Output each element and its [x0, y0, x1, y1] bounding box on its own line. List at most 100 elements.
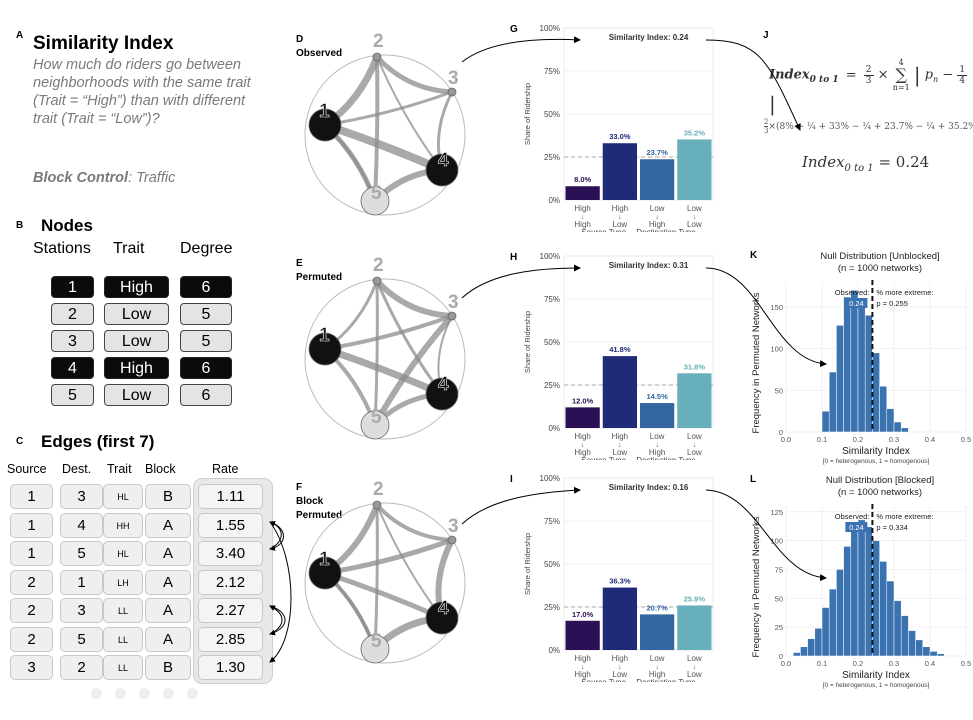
x-tick-label: 0.5 [961, 435, 971, 444]
similarity-annotation: Similarity Index: 0.16 [609, 483, 689, 492]
network-node [447, 311, 457, 321]
col-degree: Degree [180, 240, 233, 257]
network-edge [322, 570, 445, 621]
bar-value-label: 33.0% [609, 132, 631, 141]
x-tick-label: 0.3 [889, 435, 899, 444]
pager-dot[interactable] [187, 688, 198, 699]
network-edge [321, 121, 446, 174]
p-value: p = 0.255 [876, 299, 908, 308]
edge-block-cell: A [145, 541, 191, 566]
chart-panel-letter: I [510, 474, 513, 485]
formula-minus: − [942, 67, 954, 83]
sum-top: 4 [898, 58, 904, 67]
y-tick-label: 50% [544, 560, 560, 569]
panel-a-letter: A [16, 30, 24, 41]
network-edge [373, 279, 379, 427]
network-node-label: 3 [448, 68, 459, 89]
node-degree-cell: 6 [180, 276, 232, 298]
network-letter: D [296, 34, 304, 45]
x-axis-note: [0 = heterogenous, 1 = homogenous] [823, 682, 930, 689]
x-tick-label: 0.0 [781, 435, 791, 444]
panel-c-title: Edges (first 7) [41, 432, 155, 451]
chart-panel-letter: H [510, 252, 517, 263]
pager-dot[interactable] [139, 688, 150, 699]
pager-dot[interactable] [163, 688, 174, 699]
bar-value-label: 8.0% [574, 175, 591, 184]
observed-label: Observed: [835, 288, 870, 297]
network-title: Observed [296, 48, 343, 59]
x-tick-label: High [574, 448, 590, 457]
x-tick-label: 0.0 [781, 659, 791, 668]
x-tick-arrow: ↓ [581, 664, 585, 671]
network-node [372, 500, 382, 510]
bar [677, 373, 712, 428]
histogram-bar [872, 352, 880, 433]
x-axis-note: [0 = heterogenous, 1 = homogenous] [823, 458, 930, 465]
edge-rate-cell: 2.12 [198, 569, 263, 595]
y-tick-label: 100% [540, 24, 560, 33]
network-graph: 1 2 3 4 5 [304, 31, 466, 216]
network-node [360, 634, 390, 664]
extreme-label: % more extreme: [876, 512, 933, 521]
y-tick-label: 25% [544, 381, 560, 390]
y-tick-label: 0 [779, 652, 783, 661]
edge-dest-cell: 3 [60, 484, 103, 509]
x-tick-label: 0.4 [925, 435, 935, 444]
abs-close: | [769, 92, 776, 116]
histogram-bar [800, 646, 808, 657]
histogram-bar [864, 526, 873, 657]
x-tick-label: Low [687, 448, 702, 457]
x-tick-label: 0.3 [889, 659, 899, 668]
result-lhs: Index [802, 153, 845, 171]
network-graph: 1 2 3 4 5 [304, 255, 466, 440]
pager-dot[interactable] [115, 688, 126, 699]
histogram-bar [900, 427, 909, 433]
node-trait-cell: High [104, 276, 169, 298]
bar [639, 403, 675, 428]
network-node-label: 4 [438, 150, 449, 171]
node-station-cell: 3 [51, 330, 94, 352]
edge-dest-cell: 1 [60, 569, 103, 595]
bar [602, 356, 638, 428]
y-tick-label: 100 [770, 537, 783, 546]
x-tick-label: High [612, 654, 628, 663]
edge-block-cell: B [145, 655, 191, 680]
bar [565, 620, 600, 650]
edge-rate-cell: 2.27 [198, 598, 263, 623]
y-tick-label: 125 [770, 508, 783, 517]
x-tick-arrow: ↓ [618, 442, 622, 449]
network-node [372, 276, 382, 286]
edge-col-source: Source [7, 462, 47, 476]
edge-rate-cell: 1.11 [198, 484, 263, 509]
ridership-bar-chart: I0%25%50%75%100%17.0%High↓High36.3%High↓… [510, 474, 714, 682]
network-node [372, 52, 382, 62]
histogram-bar [836, 569, 844, 657]
chart-panel-letter: K [750, 250, 758, 261]
histogram-bar [821, 607, 830, 657]
edge-block-cell: B [145, 484, 191, 509]
x-tick-arrow: ↓ [581, 214, 585, 221]
network-ring [304, 54, 466, 216]
y-axis-label: Share of Ridership [523, 83, 532, 145]
node-trait-cell: Low [104, 303, 169, 325]
x-tick-label: Low [687, 432, 702, 441]
edge-source-cell: 3 [10, 655, 53, 680]
frac-den: 3 [863, 74, 874, 86]
x-tick-arrow: ↓ [581, 442, 585, 449]
bar-value-label: 25.9% [684, 594, 706, 603]
pager-dot[interactable] [91, 688, 102, 699]
x-tick-label: Low [613, 670, 628, 679]
formula-lhs-sub: 0 to 1 [809, 75, 839, 86]
histogram-bar [843, 296, 852, 433]
node-trait-cell: High [104, 357, 169, 379]
histogram-bar [922, 646, 931, 657]
bar-value-label: 36.3% [609, 577, 631, 586]
x-axis-label: Source Type →Destination Type [581, 678, 696, 682]
edge-dest-cell: 5 [60, 626, 103, 652]
block-control-value: : Traffic [128, 170, 176, 186]
x-tick-label: Low [687, 670, 702, 679]
histogram-title: Null Distribution [Blocked] [826, 475, 934, 486]
expansion-terms: ×(8% − ¼ + 33% − ¼ + 23.7% − ¼ + 35.2% −… [768, 122, 973, 132]
bar-value-label: 12.0% [572, 396, 594, 405]
observed-label: Observed: [835, 512, 870, 521]
